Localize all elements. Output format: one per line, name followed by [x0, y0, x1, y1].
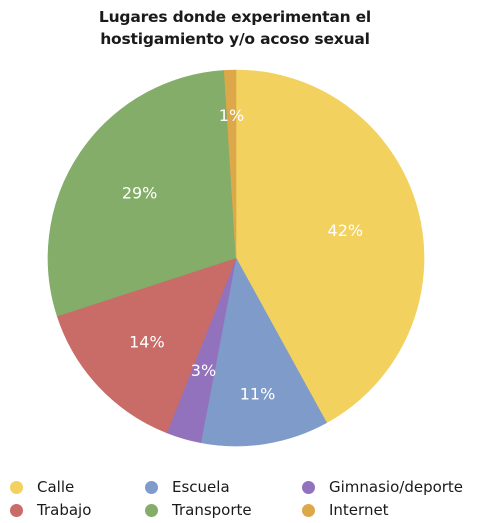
legend-item-trabajo: Trabajo [10, 500, 91, 520]
legend-item-gimnasio-deporte: Gimnasio/deporte [302, 477, 463, 497]
chart-title-line-1: Lugares donde experimentan el [98, 8, 372, 26]
legend-item-escuela: Escuela [145, 477, 230, 497]
legend-swatch [302, 480, 315, 494]
legend-item-transporte: Transporte [145, 500, 252, 520]
pie-slices [47, 69, 425, 447]
legend-swatch [145, 503, 158, 517]
pie-slice-calle [235, 69, 425, 424]
legend-label: Internet [329, 501, 389, 519]
legend-swatch [145, 480, 158, 494]
slice-label-trabajo: 14% [129, 333, 165, 352]
legend-item-calle: Calle [10, 477, 74, 497]
legend-swatch [10, 503, 23, 517]
slice-label-internet: 1% [219, 106, 244, 125]
slice-label-gimnasio-deporte: 3% [191, 361, 216, 380]
legend-label: Transporte [172, 501, 252, 519]
legend-label: Escuela [172, 478, 230, 496]
chart-legend: Calle Escuela Gimnasio/deporte Trabajo Trans… [10, 476, 492, 522]
pie-slice-escuela [200, 257, 327, 447]
legend-item-internet: Internet [302, 500, 389, 520]
slice-label-calle: 42% [328, 221, 364, 240]
pie-slice-transporte [47, 70, 237, 317]
chart-title-line-2: hostigamiento y/o acoso sexual [100, 30, 370, 48]
legend-swatch [302, 503, 315, 517]
legend-label: Trabajo [37, 501, 92, 519]
slice-label-escuela: 11% [240, 385, 276, 404]
legend-swatch [10, 480, 23, 494]
legend-label: Calle [37, 478, 75, 496]
pie-slice-labels: 42% 11% 3% 14% 29% 1% [122, 106, 363, 403]
slice-label-transporte: 29% [122, 184, 158, 203]
legend-label: Gimnasio/deporte [329, 478, 464, 496]
pie-slice-internet [223, 69, 237, 259]
chart-title: Lugares donde experimentan el hostigamie… [0, 6, 470, 50]
